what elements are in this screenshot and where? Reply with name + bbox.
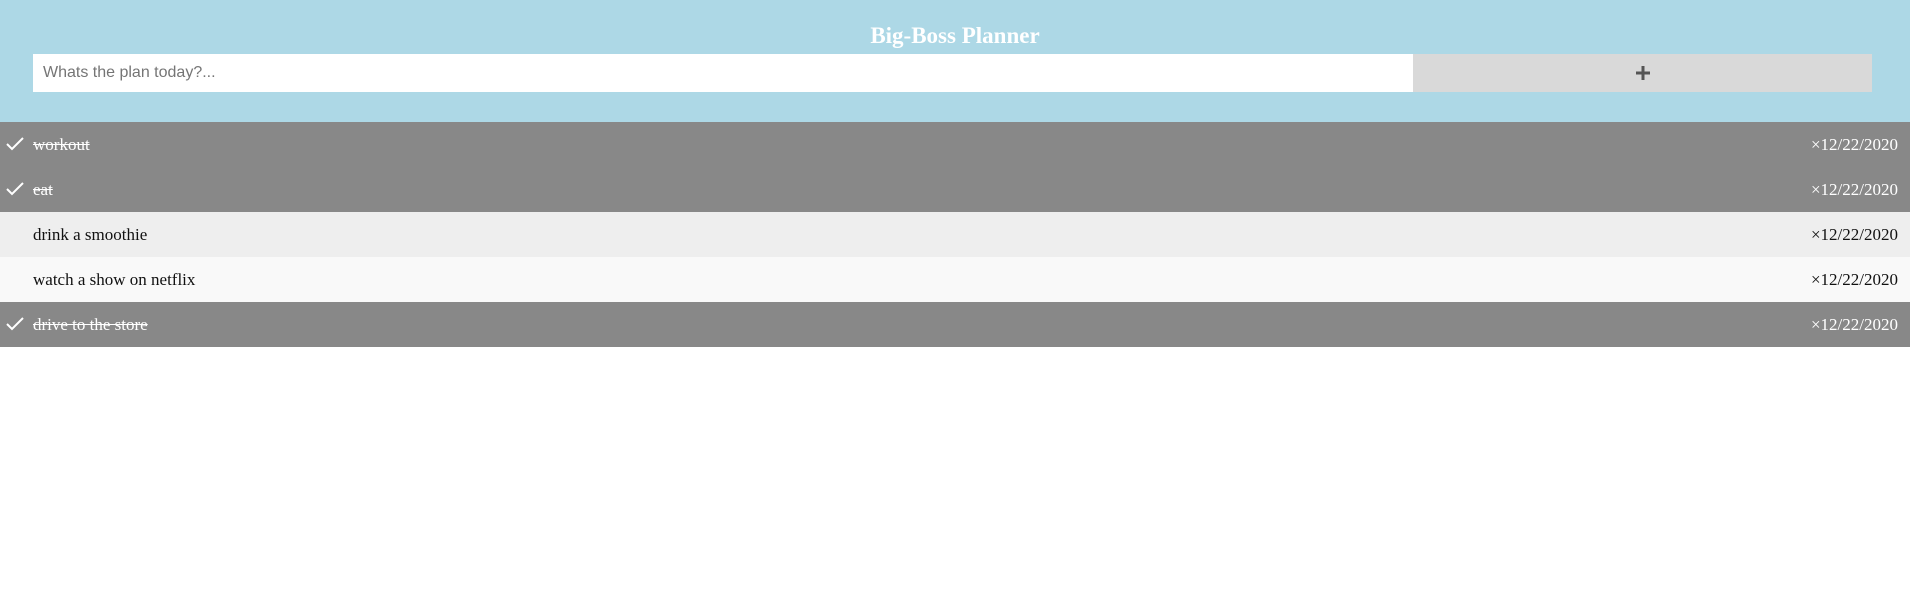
todo-item[interactable]: workout × 12/22/2020	[0, 122, 1910, 167]
add-task-form	[33, 54, 1872, 92]
todo-item[interactable]: eat × 12/22/2020	[0, 167, 1910, 212]
todo-date: 12/22/2020	[1820, 269, 1898, 289]
check-icon	[6, 182, 24, 196]
todo-date: 12/22/2020	[1820, 179, 1898, 199]
todo-text: drink a smoothie	[33, 224, 148, 244]
todo-text: eat	[33, 179, 53, 199]
delete-icon[interactable]: ×	[1810, 314, 1821, 334]
todo-date: 12/22/2020	[1820, 134, 1898, 154]
plus-icon	[1635, 66, 1650, 80]
app-title: Big-Boss Planner	[870, 23, 1040, 48]
todo-item[interactable]: drive to the store × 12/22/2020	[0, 302, 1910, 347]
todo-item[interactable]: watch a show on netflix × 12/22/2020	[0, 257, 1910, 302]
check-icon	[6, 137, 24, 151]
todo-list: workout × 12/22/2020 eat × 12/22/2020 dr…	[0, 122, 1910, 347]
app-header: Big-Boss Planner	[0, 0, 1910, 122]
delete-icon[interactable]: ×	[1810, 179, 1821, 199]
todo-text: drive to the store	[33, 314, 148, 334]
todo-text: workout	[33, 134, 90, 154]
delete-icon[interactable]: ×	[1810, 269, 1821, 289]
check-icon	[6, 317, 24, 331]
delete-icon[interactable]: ×	[1810, 224, 1821, 244]
todo-date: 12/22/2020	[1820, 224, 1898, 244]
todo-text: watch a show on netflix	[33, 269, 196, 289]
add-task-button[interactable]	[1413, 54, 1872, 92]
todo-date: 12/22/2020	[1820, 314, 1898, 334]
todo-item[interactable]: drink a smoothie × 12/22/2020	[0, 212, 1910, 257]
task-input[interactable]	[33, 54, 1413, 92]
delete-icon[interactable]: ×	[1810, 134, 1821, 154]
